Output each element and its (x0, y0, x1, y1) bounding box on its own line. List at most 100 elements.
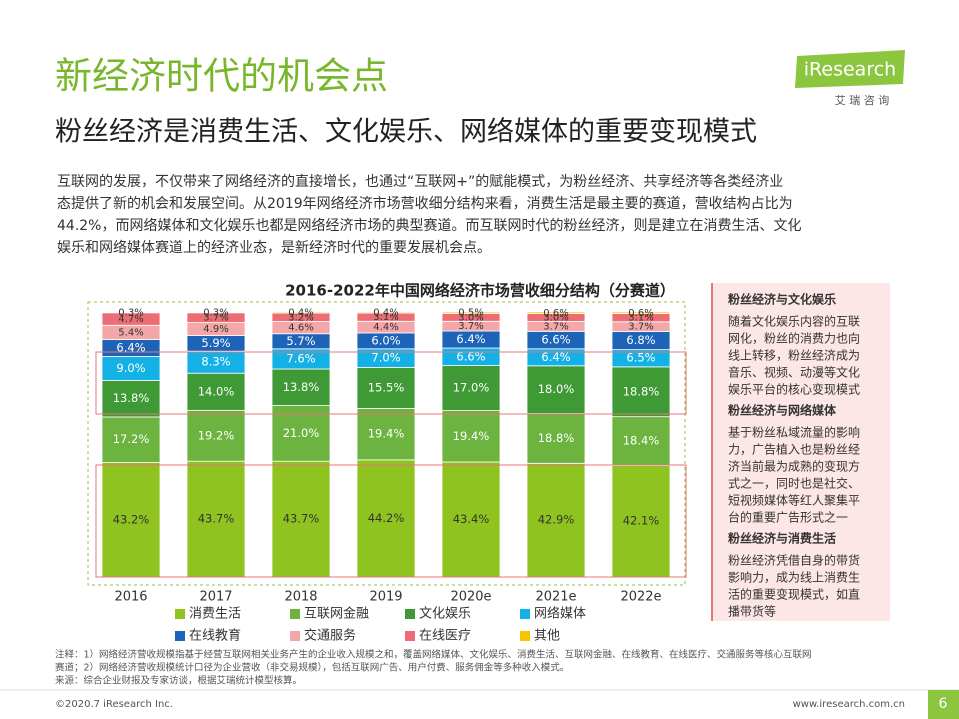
x-tick-label: 2021e (535, 590, 576, 605)
bar-segment (611, 366, 671, 418)
value-label: 7.0% (371, 351, 400, 365)
bar-segment (611, 311, 671, 314)
value-label: 17.0% (453, 381, 490, 395)
value-label: 13.8% (113, 391, 150, 405)
bar-segment (271, 405, 331, 462)
value-label: 3.0% (543, 313, 568, 324)
url: www.iresearch.com.cn (793, 699, 905, 710)
bar-segment (356, 311, 416, 314)
value-label: 6.5% (626, 351, 655, 365)
bar-segment (356, 459, 416, 578)
legend-label: 文化娱乐 (419, 607, 471, 622)
page-number: 6 (939, 696, 948, 712)
chart-frame (87, 301, 686, 586)
value-label: 18.4% (623, 434, 660, 448)
x-tick-label: 2020e (450, 590, 491, 605)
value-label: 3.7% (543, 321, 568, 332)
value-label: 3.0% (458, 312, 483, 323)
x-tick-label: 2017 (199, 590, 232, 605)
subtitle: 粉丝经济是消费生活、文化娱乐、网络媒体的重要变现模式 (55, 117, 757, 148)
title: 新经济时代的机会点 (55, 55, 388, 98)
legend-label: 交通服务 (304, 628, 356, 644)
x-tick-label: 2022e (620, 590, 661, 605)
value-label: 3.7% (458, 321, 483, 332)
value-label: 4.4% (373, 322, 398, 333)
bar-segment (441, 410, 501, 463)
side-line: 随着文化娱乐内容的互联 (728, 314, 860, 329)
value-label: 43.2% (113, 512, 150, 526)
value-label: 0.5% (458, 308, 483, 319)
bar-segment (441, 461, 501, 578)
logo: iResearch (804, 59, 896, 81)
value-label: 18.8% (538, 431, 575, 445)
bar-segment (186, 409, 246, 462)
note-line: 注释：1）网络经济营收规模指基于经营互联网相关业务产生的企业收入规模之和，覆盖网… (55, 649, 812, 661)
bar-segment (441, 311, 501, 314)
value-label: 6.6% (456, 349, 485, 363)
side-line: 线上转移，粉丝经济成为 (728, 348, 860, 363)
intro-line: 互联网的发展，不仅带来了网络经济的直接增长，也通过“互联网+”的赋能模式，为粉丝… (57, 173, 783, 190)
side-heading: 粉丝经济与文化娱乐 (728, 292, 836, 307)
value-label: 6.0% (371, 333, 400, 347)
value-label: 0.3% (118, 307, 143, 318)
value-label: 6.4% (456, 332, 485, 346)
bar-segment (101, 311, 161, 314)
bar-segment (526, 311, 586, 314)
value-label: 0.4% (288, 308, 313, 319)
bar-segment (271, 368, 331, 406)
side-line: 力，广告植入也是粉丝经 (728, 442, 860, 457)
value-label: 7.6% (286, 351, 315, 365)
value-label: 43.7% (198, 512, 235, 526)
chart-title: 2016-2022年中国网络经济市场营收细分结构（分赛道） (285, 282, 675, 300)
bar-segment (186, 311, 246, 314)
value-label: 18.8% (623, 384, 660, 398)
x-tick-label: 2019 (369, 590, 402, 605)
value-label: 21.0% (283, 426, 320, 440)
bar-segment (271, 460, 331, 578)
legend-swatch (405, 609, 415, 619)
bar-segment (441, 365, 501, 411)
highlight-box (95, 464, 687, 578)
legend-swatch (175, 631, 185, 641)
value-label: 19.4% (453, 429, 490, 443)
value-label: 4.7% (118, 314, 143, 325)
value-label: 3.1% (628, 313, 653, 324)
logo-box (795, 50, 905, 88)
value-label: 43.7% (283, 512, 320, 526)
side-line: 音乐、视频、动漫等文化 (728, 365, 860, 380)
legend-swatch (520, 609, 530, 619)
legend-swatch (290, 609, 300, 619)
legend-label: 其他 (534, 629, 560, 644)
value-label: 19.4% (368, 427, 405, 441)
x-tick-label: 2018 (284, 590, 317, 605)
bar-segment (271, 311, 331, 314)
side-line: 活的重要变现模式，如直 (728, 587, 860, 602)
value-label: 6.8% (626, 333, 655, 347)
bar-segment (526, 365, 586, 414)
value-label: 42.9% (538, 513, 575, 527)
logo-sub: 艾 瑞 咨 询 (835, 93, 890, 107)
legend-swatch (405, 631, 415, 641)
value-label: 44.2% (368, 511, 405, 525)
bar-segment (611, 465, 671, 578)
legend-label: 网络媒体 (534, 606, 586, 622)
side-line: 播带货等 (728, 604, 776, 619)
value-label: 5.9% (201, 336, 230, 350)
value-label: 5.4% (118, 327, 143, 338)
bar-segment (186, 460, 246, 578)
value-label: 6.4% (116, 341, 145, 355)
legend-label: 互联网金融 (304, 606, 369, 622)
side-line: 娱乐平台的核心变现模式 (728, 382, 860, 397)
x-tick-label: 2016 (114, 590, 147, 605)
page-box (928, 690, 959, 719)
side-line: 基于粉丝私域流量的影响 (728, 425, 860, 440)
value-label: 15.5% (368, 380, 405, 394)
side-heading: 粉丝经济与网络媒体 (728, 403, 837, 418)
side-line: 粉丝经济凭借自身的带货 (728, 553, 860, 568)
side-line: 影响力，成为线上消费生 (728, 570, 860, 585)
copyright: ©2020.7 iResearch Inc. (55, 699, 173, 710)
value-label: 4.6% (288, 323, 313, 334)
side-heading: 粉丝经济与消费生活 (728, 531, 836, 546)
legend-label: 在线教育 (189, 628, 241, 644)
